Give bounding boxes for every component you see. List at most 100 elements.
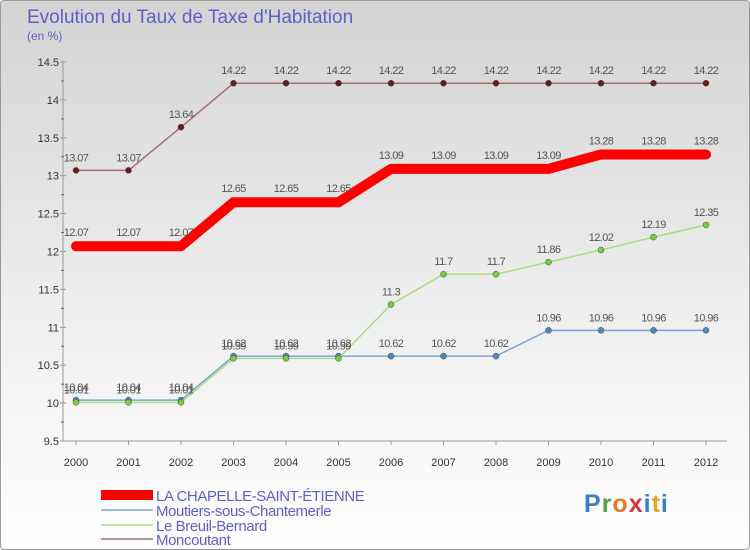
chart-title: Evolution du Taux de Taxe d'Habitation <box>27 7 354 28</box>
data-point <box>597 246 605 254</box>
data-point <box>335 79 342 87</box>
data-label: 14.22 <box>536 65 561 77</box>
data-label: 11.86 <box>537 244 561 256</box>
data-label: 13.28 <box>641 135 666 147</box>
data-label: 10.59 <box>326 340 351 352</box>
data-point <box>282 355 290 362</box>
data-label: 14.22 <box>589 65 614 77</box>
data-label: 12.07 <box>116 227 141 239</box>
data-point <box>335 355 342 362</box>
x-tick-label: 2009 <box>536 457 560 469</box>
x-tick-label: 2011 <box>642 457 666 469</box>
data-point <box>440 352 447 360</box>
data-label: 12.35 <box>694 207 719 219</box>
data-label: 13.07 <box>64 152 89 164</box>
x-tick-label: 2012 <box>694 457 718 469</box>
y-tick-label: 12 <box>47 247 59 259</box>
series-line <box>71 149 711 252</box>
data-label: 10.04 <box>169 382 194 394</box>
x-tick-label: 2001 <box>116 457 140 469</box>
data-label: 13.09 <box>431 150 456 162</box>
data-point <box>545 79 552 87</box>
data-point <box>440 79 447 87</box>
data-label: 10.96 <box>536 312 561 324</box>
data-point <box>492 79 500 87</box>
data-label: 14.22 <box>484 65 509 77</box>
y-tick-label: 11.5 <box>38 284 59 296</box>
data-point <box>650 233 657 241</box>
y-tick-label: 14.5 <box>38 57 59 69</box>
x-tick-label: 2010 <box>589 457 613 469</box>
data-point <box>702 327 710 334</box>
data-label: 10.04 <box>116 382 141 394</box>
data-point <box>492 352 500 360</box>
data-label: 14.22 <box>274 65 299 77</box>
legend-label: Moutiers-sous-Chantemerle <box>156 503 331 520</box>
data-label: 12.65 <box>221 183 246 195</box>
data-point <box>177 399 185 406</box>
x-tick-label: 2006 <box>379 457 403 469</box>
data-point <box>72 399 80 406</box>
y-tick-label: 10.5 <box>38 360 59 372</box>
data-label: 12.65 <box>326 183 351 195</box>
data-label: 12.65 <box>274 183 299 195</box>
data-label: 13.28 <box>694 135 719 147</box>
y-tick-label: 10 <box>47 398 59 410</box>
data-label: 14.22 <box>326 65 351 77</box>
data-label: 10.01 <box>64 384 89 396</box>
legend-label: LA CHAPELLE-SAINT-ÉTIENNE <box>156 488 365 505</box>
data-label: 12.07 <box>169 227 194 239</box>
y-tick-label: 14 <box>47 95 59 107</box>
data-point <box>230 79 237 87</box>
x-tick-label: 2008 <box>484 457 508 469</box>
x-tick-label: 2005 <box>326 457 350 469</box>
legend-label: Moncoutant <box>156 532 232 549</box>
y-tick-label: 13.5 <box>38 133 59 145</box>
x-tick-label: 2002 <box>169 457 193 469</box>
data-label: 14.22 <box>641 65 666 77</box>
data-label: 10.96 <box>694 312 719 324</box>
data-point <box>177 123 185 131</box>
y-tick-label: 12.5 <box>38 209 59 221</box>
data-point <box>125 167 132 174</box>
data-label: 12.07 <box>64 227 89 239</box>
data-label: 10.04 <box>64 382 89 394</box>
data-point <box>440 270 447 278</box>
data-label: 14.22 <box>221 65 246 77</box>
y-tick-label: 13 <box>47 171 59 183</box>
data-point <box>125 399 132 406</box>
data-label: 14.22 <box>379 65 404 77</box>
data-label: 13.09 <box>484 150 509 162</box>
data-label: 10.59 <box>274 340 299 352</box>
data-point <box>650 79 657 87</box>
data-label: 10.62 <box>326 338 351 350</box>
data-point <box>650 327 657 334</box>
proxiti-logo: Proxiti <box>584 490 669 518</box>
data-label: 10.59 <box>221 340 246 352</box>
data-label: 13.09 <box>536 150 561 162</box>
y-tick-label: 11 <box>48 322 59 334</box>
data-label: 14.22 <box>694 65 719 77</box>
data-point <box>702 221 710 229</box>
data-label: 13.07 <box>116 152 141 164</box>
data-point <box>597 79 605 87</box>
data-point <box>387 352 395 360</box>
data-point <box>702 79 710 87</box>
data-point <box>282 79 290 87</box>
data-label: 11.3 <box>382 287 401 299</box>
data-label: 12.02 <box>589 232 614 244</box>
data-point <box>387 301 395 308</box>
legend-label: Le Breuil-Bernard <box>156 518 267 535</box>
data-label: 10.96 <box>641 312 666 324</box>
data-point <box>597 327 605 334</box>
data-point <box>545 327 552 334</box>
data-label: 10.01 <box>169 384 194 396</box>
data-label: 13.28 <box>589 135 614 147</box>
data-point <box>492 270 500 278</box>
chart-subtitle: (en %) <box>27 29 63 43</box>
x-tick-label: 2000 <box>64 457 88 469</box>
data-label: 12.19 <box>641 219 666 231</box>
data-label: 14.22 <box>431 65 456 77</box>
